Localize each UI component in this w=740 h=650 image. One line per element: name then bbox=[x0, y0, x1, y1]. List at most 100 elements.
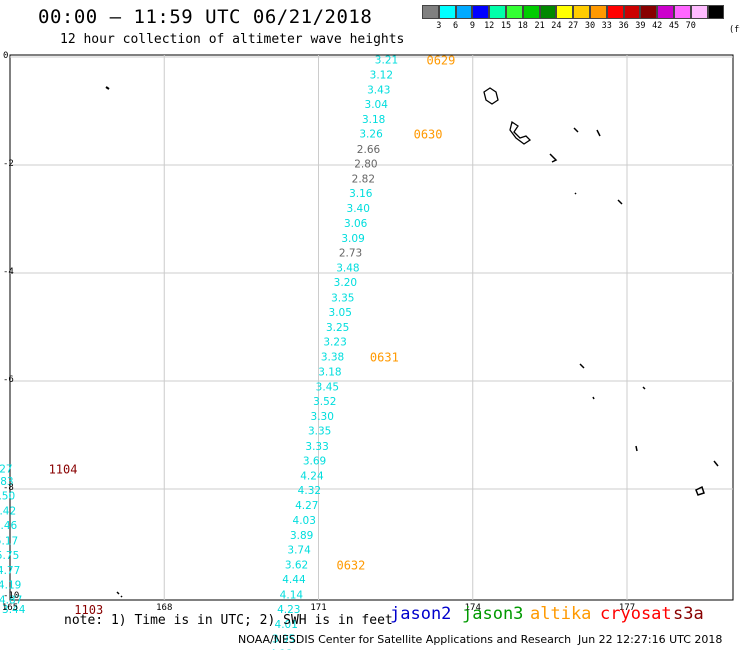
wave-height-value: 3.05 bbox=[329, 307, 352, 319]
wave-height-value: 2.73 bbox=[339, 247, 362, 259]
wave-height-value: 4.03 bbox=[293, 515, 316, 527]
legend-tick: 39 bbox=[635, 21, 646, 31]
legend-swatch bbox=[640, 5, 658, 19]
legend-swatch bbox=[489, 5, 506, 19]
wave-height-value: 3.25 bbox=[326, 322, 349, 334]
wave-height-value: 3.06 bbox=[344, 218, 368, 230]
legend-swatch bbox=[573, 5, 590, 19]
wave-height-value: 4.44 bbox=[282, 574, 306, 586]
legend-unit: (ft) bbox=[729, 25, 740, 35]
longitude-label: 174 bbox=[464, 603, 481, 613]
legend-tick: 42 bbox=[652, 21, 663, 31]
wave-height-value: 4.87 bbox=[0, 595, 22, 607]
legend-swatch bbox=[623, 5, 641, 19]
legend-jason3: jason3 bbox=[462, 604, 524, 624]
wave-height-value: 4.14 bbox=[280, 589, 304, 601]
map-frame bbox=[9, 54, 734, 601]
legend-swatch bbox=[657, 5, 674, 19]
legend-tick: 21 bbox=[534, 21, 545, 31]
wave-height-value: 3.48 bbox=[336, 263, 359, 275]
wave-height-value: 4.24 bbox=[300, 471, 324, 483]
pass-time-label: 0630 bbox=[414, 128, 443, 142]
map-title: 00:00 – 11:59 UTC 06/21/2018 bbox=[38, 6, 373, 28]
wave-height-value: 3.35 bbox=[331, 292, 354, 304]
wave-height-value: 3.30 bbox=[311, 411, 334, 423]
legend-swatch bbox=[589, 5, 607, 19]
wave-height-value: 4.77 bbox=[0, 565, 20, 577]
wave-height-value: 2.66 bbox=[357, 144, 381, 156]
wave-height-value: 5.46 bbox=[0, 520, 18, 532]
legend-swatch bbox=[455, 5, 473, 19]
wave-height-value: 3.12 bbox=[370, 69, 393, 81]
wave-height-value: 3.21 bbox=[375, 55, 398, 67]
credit-line: NOAA/NESDIS Center for Satellite Applica… bbox=[238, 633, 572, 646]
wave-height-value: 3.44 bbox=[2, 604, 26, 616]
wave-height-value: 5.17 bbox=[0, 535, 18, 547]
wave-height-value: 3.23 bbox=[323, 337, 346, 349]
latitude-label: 0 bbox=[3, 51, 9, 61]
wave-height-value: 3.09 bbox=[341, 233, 364, 245]
legend-tick: 45 bbox=[668, 21, 680, 31]
wave-height-value: 5.27 bbox=[0, 463, 13, 475]
altimeter-tracks: 3.21 3.12 3.43 3.04 3.18 3.26 2.66 2.80 2.82 3.16… bbox=[0, 54, 455, 650]
legend-swatches bbox=[422, 5, 725, 19]
wave-height-value: 3.20 bbox=[334, 277, 357, 289]
wave-height-value: 3.18 bbox=[362, 114, 385, 126]
legend-tick: 9 bbox=[469, 21, 475, 31]
wave-height-value: 3.45 bbox=[316, 381, 339, 393]
longitude-label: 171 bbox=[310, 603, 327, 613]
wave-height-value: 5.75 bbox=[0, 550, 19, 562]
pass-time-label: 1104 bbox=[49, 462, 78, 476]
wave-height-value: 3.52 bbox=[313, 396, 336, 408]
legend-tick: 36 bbox=[618, 21, 629, 31]
wave-height-value: 3.04 bbox=[365, 99, 389, 111]
wave-height-value: 3.83 bbox=[0, 476, 14, 488]
legend-swatch bbox=[472, 5, 490, 19]
legend-swatch bbox=[606, 5, 624, 19]
wave-height-value: 3.69 bbox=[303, 455, 326, 467]
generated-timestamp: Jun 22 12:27:16 UTC 2018 bbox=[578, 633, 723, 646]
legend-cryosat: cryosat bbox=[600, 604, 672, 624]
wave-height-value: 4.32 bbox=[298, 485, 321, 497]
latitude-label: -4 bbox=[3, 267, 14, 277]
wave-height-value: 3.33 bbox=[305, 441, 328, 453]
wave-height-value: 4.19 bbox=[0, 580, 21, 592]
legend-tick: 15 bbox=[500, 21, 512, 31]
wave-height-value: 3.74 bbox=[287, 544, 311, 556]
latitude-label: -2 bbox=[3, 159, 14, 169]
wave-height-value: 4.23 bbox=[277, 604, 300, 616]
longitude-label: 177 bbox=[618, 603, 636, 613]
pass-time-label: 1103 bbox=[74, 603, 103, 617]
wave-height-value: 3.35 bbox=[308, 426, 331, 438]
wave-height-value: 3.26 bbox=[359, 129, 383, 141]
legend-tick: 30 bbox=[584, 21, 596, 31]
island-outlines bbox=[105, 86, 719, 598]
legend-swatch bbox=[673, 5, 691, 19]
wave-height-value: 4.01 bbox=[275, 619, 298, 631]
legend-tick: 70 bbox=[685, 21, 696, 31]
pass-time-label: 0629 bbox=[426, 54, 455, 68]
legend-swatch bbox=[505, 5, 523, 19]
legend-swatch bbox=[556, 5, 574, 19]
legend-altika: altika bbox=[530, 604, 592, 624]
wave-height-value: 3.43 bbox=[367, 84, 390, 96]
legend-tick: 6 bbox=[453, 21, 459, 31]
legend-swatch bbox=[690, 5, 708, 19]
legend-jason2: jason2 bbox=[390, 604, 452, 624]
map-subtitle: 12 hour collection of altimeter wave hei… bbox=[60, 32, 405, 47]
wave-height-value: 2.82 bbox=[352, 174, 375, 186]
legend-swatch bbox=[539, 5, 557, 19]
longitude-label: 165 bbox=[1, 603, 19, 613]
wave-height-value: 3.95 bbox=[272, 634, 295, 646]
legend-swatch bbox=[522, 5, 540, 19]
latitude-label: -10 bbox=[3, 591, 20, 601]
wave-height-value: 4.27 bbox=[295, 500, 318, 512]
latitude-label: -8 bbox=[3, 483, 14, 493]
wave-height-value: 5.42 bbox=[0, 506, 16, 518]
wave-height-value: 4.13 bbox=[269, 649, 292, 650]
legend-tick: 12 bbox=[484, 21, 495, 31]
legend-ticks: 3 6 9 12 15 18 21 24 27 30 33 36 39 42 45 70 bbox=[422, 19, 724, 33]
wave-height-value: 4.50 bbox=[0, 490, 15, 502]
